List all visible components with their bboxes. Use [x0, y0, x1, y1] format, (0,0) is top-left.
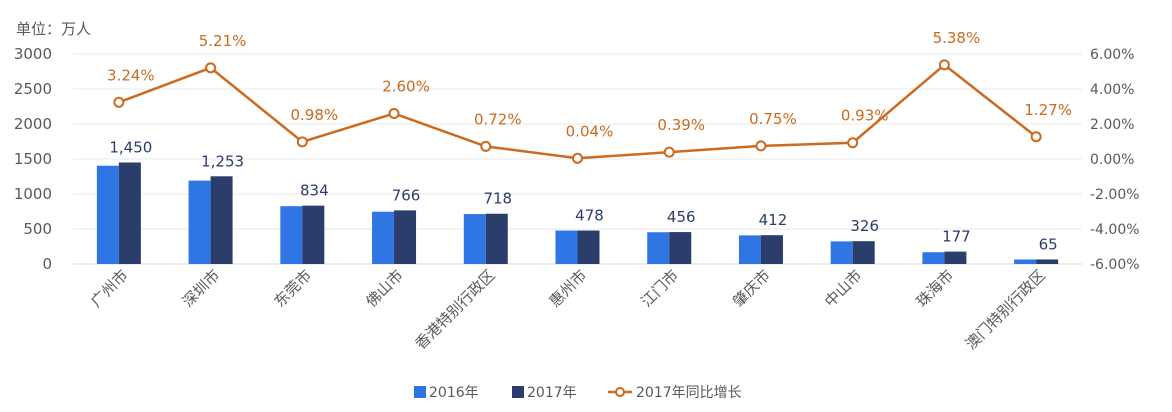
- y-left-tick-label: 1000: [14, 185, 52, 203]
- growth-data-label: 0.72%: [474, 110, 522, 128]
- bar-2016: [1014, 259, 1037, 264]
- legend-label-growth: 2017年同比增长: [636, 385, 742, 401]
- y-right-tick-label: -4.00%: [1090, 222, 1140, 238]
- bar-2017: [118, 162, 141, 264]
- x-tick-label: 澳门特别行政区: [962, 266, 1049, 353]
- y-right-tick-label: -6.00%: [1090, 257, 1140, 273]
- bar-2017-data-label: 412: [759, 211, 788, 229]
- bar-2016: [738, 235, 761, 264]
- bar-2016: [922, 252, 945, 264]
- legend-label-2016: 2016年: [429, 385, 479, 401]
- bar-2016: [188, 180, 211, 264]
- y-right-tick-label: -2.00%: [1090, 187, 1140, 203]
- growth-marker: [1030, 131, 1042, 143]
- bar-2017: [394, 210, 417, 264]
- legend-swatch-2017: [512, 386, 524, 398]
- x-tick-label: 肇庆市: [729, 266, 774, 311]
- growth-line: [118, 63, 1037, 160]
- growth-marker: [296, 136, 308, 148]
- bar-2016: [280, 206, 303, 264]
- bar-2017-data-label: 1,450: [109, 139, 152, 157]
- growth-marker: [388, 108, 400, 119]
- bar-2016: [96, 165, 119, 264]
- x-tick-label: 珠海市: [913, 266, 958, 311]
- bar-2017-data-label: 177: [942, 228, 971, 246]
- y-left-tick-label: 2000: [14, 115, 52, 133]
- growth-data-label: 0.98%: [290, 106, 338, 124]
- bar-2017: [1036, 259, 1059, 264]
- growth-data-label: 3.24%: [107, 66, 155, 84]
- bar-2017-data-label: 326: [850, 217, 879, 235]
- y-left-tick-label: 3000: [14, 45, 52, 63]
- growth-marker: [572, 152, 583, 164]
- growth-data-label: 2.60%: [382, 78, 430, 96]
- x-tick-label: 深圳市: [179, 266, 224, 311]
- bar-2017-data-label: 718: [483, 190, 512, 208]
- bar-2016: [647, 232, 670, 264]
- unit-label: 单位：万人: [16, 20, 91, 38]
- bar-2017: [210, 176, 233, 264]
- bar-2017: [760, 235, 783, 264]
- growth-marker: [938, 59, 950, 71]
- y-right-tick-label: 6.00%: [1090, 47, 1134, 63]
- x-tick-label: 中山市: [821, 266, 866, 311]
- growth-data-label: 0.39%: [657, 116, 705, 134]
- growth-marker: [113, 96, 125, 108]
- growth-data-label: 0.04%: [566, 122, 614, 140]
- growth-marker: [205, 62, 217, 74]
- y-left-tick-label: 0: [42, 255, 52, 273]
- legend-swatch-2016: [414, 386, 426, 398]
- y-left-tick-label: 500: [23, 220, 52, 238]
- x-tick-label: 佛山市: [362, 266, 407, 311]
- x-tick-label: 香港特别行政区: [412, 266, 499, 353]
- bar-2017-data-label: 1,253: [201, 152, 244, 170]
- bar-2017: [669, 232, 692, 264]
- x-tick-label: 广州市: [87, 266, 132, 311]
- growth-marker: [663, 146, 675, 158]
- bar-2017-data-label: 65: [1039, 235, 1058, 253]
- growth-data-label: 5.21%: [199, 32, 247, 50]
- y-left-tick-label: 2500: [14, 80, 52, 98]
- bar-2017-data-label: 456: [667, 208, 696, 226]
- growth-marker: [755, 140, 767, 152]
- x-tick-label: 惠州市: [546, 266, 591, 311]
- bar-2016: [372, 211, 395, 264]
- bar-2017-data-label: 766: [392, 186, 421, 204]
- bar-2016: [830, 241, 853, 264]
- bar-2017-data-label: 834: [300, 182, 329, 200]
- bar-2016: [555, 230, 578, 264]
- growth-marker: [480, 140, 492, 152]
- bar-2017: [944, 251, 967, 264]
- bar-2017: [302, 205, 325, 264]
- x-tick-label: 东莞市: [271, 266, 316, 311]
- growth-data-label: 5.38%: [933, 29, 981, 47]
- growth-data-label: 1.27%: [1024, 101, 1072, 119]
- bar-2017: [577, 230, 600, 264]
- legend: 2016年 2017年 2017年同比增长: [414, 385, 742, 401]
- legend-label-2017: 2017年: [527, 385, 577, 401]
- legend-marker-growth: [615, 387, 625, 397]
- y-right-tick-label: 0.00%: [1090, 152, 1134, 168]
- y-right-tick-label: 4.00%: [1090, 82, 1134, 98]
- growth-marker: [847, 137, 859, 149]
- growth-data-label: 0.75%: [749, 110, 797, 128]
- x-tick-label: 江门市: [637, 266, 682, 311]
- bar-2017: [852, 241, 875, 264]
- bar-2016: [463, 214, 486, 264]
- growth-data-label: 0.93%: [841, 107, 889, 125]
- y-right-tick-label: 2.00%: [1090, 117, 1134, 133]
- bar-2017-data-label: 478: [575, 207, 604, 225]
- y-left-tick-label: 1500: [14, 150, 52, 168]
- bar-2017: [485, 213, 508, 264]
